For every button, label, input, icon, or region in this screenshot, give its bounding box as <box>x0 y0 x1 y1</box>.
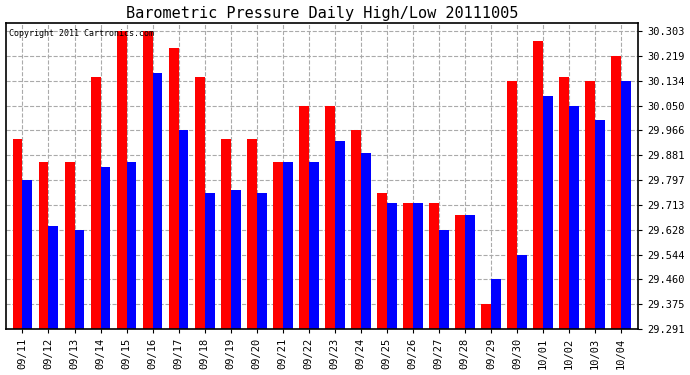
Bar <box>143 31 152 329</box>
Bar <box>585 81 595 329</box>
Bar <box>325 106 335 329</box>
Bar <box>455 214 465 329</box>
Bar <box>273 162 283 329</box>
Bar <box>621 81 631 329</box>
Bar <box>595 120 605 329</box>
Bar <box>48 226 59 329</box>
Bar <box>65 162 75 329</box>
Bar <box>611 56 621 329</box>
Bar <box>299 106 308 329</box>
Bar <box>283 162 293 329</box>
Bar <box>517 255 526 329</box>
Bar <box>221 139 230 329</box>
Bar <box>439 230 449 329</box>
Bar <box>90 77 101 329</box>
Bar <box>169 48 179 329</box>
Bar <box>126 162 137 329</box>
Bar <box>429 203 439 329</box>
Bar <box>247 139 257 329</box>
Bar <box>569 106 579 329</box>
Bar <box>195 77 205 329</box>
Bar <box>403 203 413 329</box>
Bar <box>361 153 371 329</box>
Bar <box>507 81 517 329</box>
Bar <box>351 130 361 329</box>
Bar <box>559 77 569 329</box>
Bar <box>39 162 48 329</box>
Bar <box>230 190 241 329</box>
Bar <box>257 193 266 329</box>
Bar <box>152 73 162 329</box>
Bar <box>117 31 126 329</box>
Bar <box>465 214 475 329</box>
Bar <box>101 168 110 329</box>
Bar <box>335 141 344 329</box>
Bar <box>491 279 501 329</box>
Bar <box>179 130 188 329</box>
Bar <box>75 230 84 329</box>
Text: Copyright 2011 Cartronics.com: Copyright 2011 Cartronics.com <box>9 29 154 38</box>
Bar <box>12 139 23 329</box>
Bar <box>308 162 319 329</box>
Title: Barometric Pressure Daily High/Low 20111005: Barometric Pressure Daily High/Low 20111… <box>126 6 518 21</box>
Bar <box>543 96 553 329</box>
Bar <box>413 203 423 329</box>
Bar <box>205 193 215 329</box>
Bar <box>377 193 387 329</box>
Bar <box>533 41 543 329</box>
Bar <box>387 203 397 329</box>
Bar <box>481 304 491 329</box>
Bar <box>23 180 32 329</box>
